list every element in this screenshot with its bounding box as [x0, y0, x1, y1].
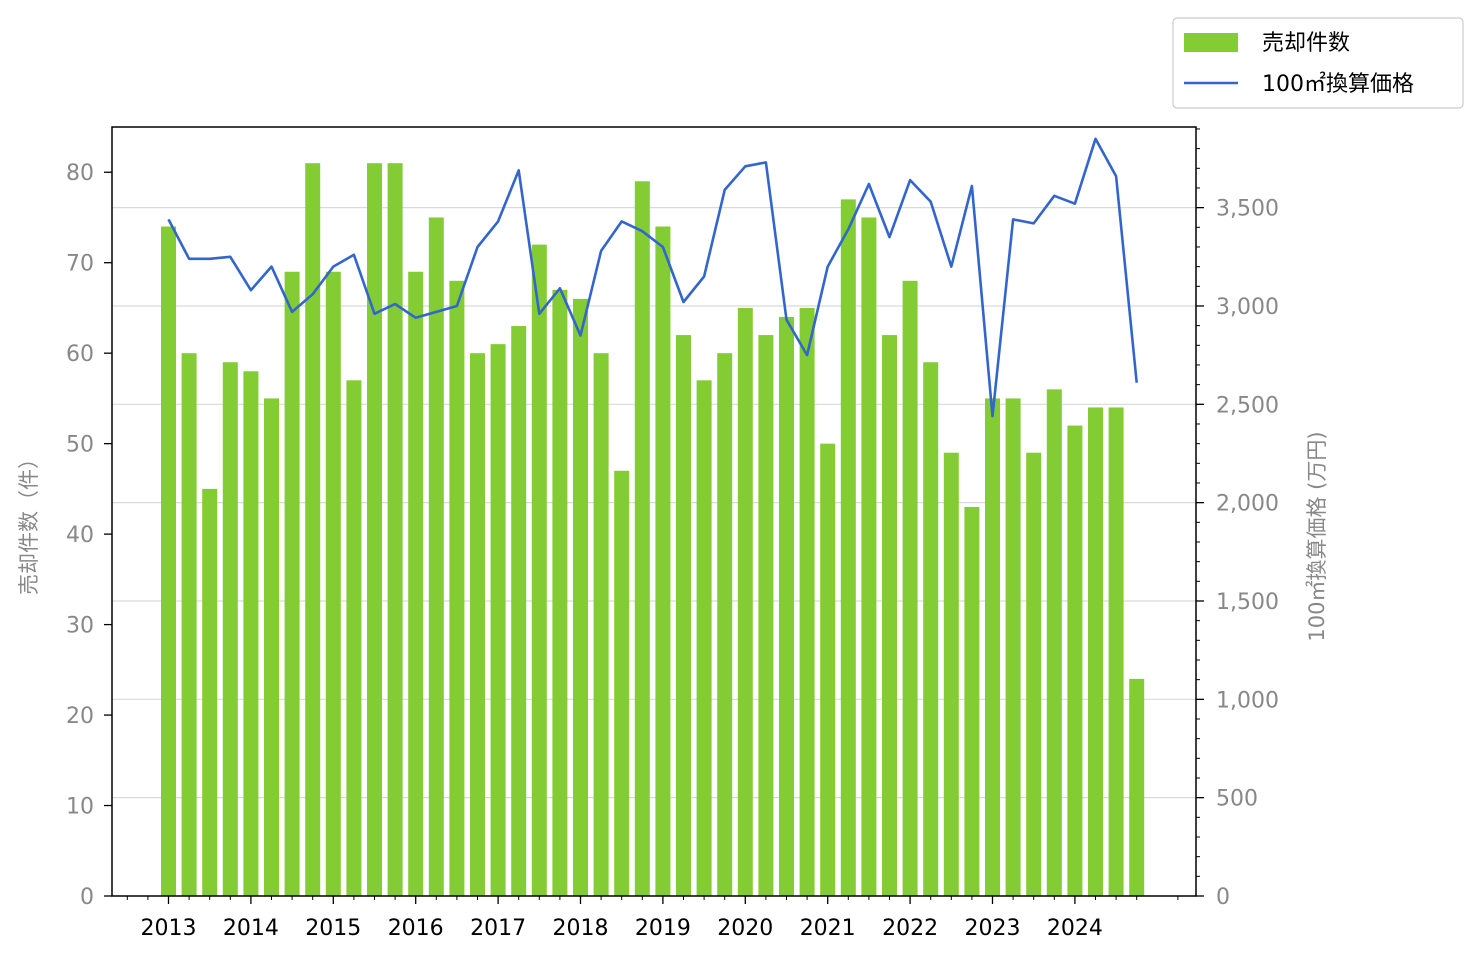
y-right-tick-label: 1,500: [1216, 590, 1279, 615]
x-tick-label: 2023: [965, 916, 1021, 941]
bar: [861, 217, 877, 896]
bar: [717, 353, 733, 896]
bar: [552, 289, 568, 896]
y-right-tick-label: 2,000: [1216, 492, 1279, 517]
bar: [1088, 407, 1103, 896]
x-axis: 2013 2014 2015 2016 2017 2018 2019 2020 2021 2022…: [126, 896, 1179, 941]
bar: [779, 316, 794, 896]
x-tick-label: 2017: [470, 916, 526, 941]
bar: [882, 335, 897, 896]
x-tick-label: 2021: [800, 916, 856, 941]
bar: [428, 217, 444, 896]
bar: [655, 226, 671, 897]
x-tick-label: 2016: [388, 916, 444, 941]
bar: [593, 353, 609, 896]
y-axis-right-title: 100㎡換算価格 (万円): [1305, 431, 1329, 641]
plot-frame: [111, 126, 1197, 897]
bar: [902, 280, 918, 896]
bar: [305, 163, 321, 896]
bar: [367, 163, 382, 896]
bar: [490, 344, 506, 897]
y-axis-left: 0 10 20 30 40 50 60 70 80: [66, 161, 112, 910]
y-left-tick-label: 0: [80, 885, 94, 910]
x-tick-label: 2018: [553, 916, 609, 941]
legend-bar-label: 売却件数: [1262, 31, 1350, 56]
bar: [470, 353, 485, 896]
bar: [737, 307, 753, 896]
bar: [634, 181, 650, 896]
y-right-tick-label: 3,000: [1216, 295, 1279, 320]
legend-line-label: 100㎡換算価格: [1262, 71, 1414, 97]
bar: [614, 470, 630, 896]
bar: [799, 307, 815, 896]
bar: [387, 163, 403, 896]
y-left-tick-label: 20: [66, 704, 94, 729]
bar: [676, 335, 691, 896]
y-left-tick-label: 70: [66, 252, 94, 277]
y-left-tick-label: 80: [66, 161, 94, 186]
bar: [985, 398, 1000, 896]
y-axis-left-title: 売却件数（件）: [17, 448, 41, 595]
legend-box: [1172, 17, 1464, 109]
legend-bar-swatch: [1184, 33, 1238, 52]
bar: [840, 199, 856, 896]
bar: [325, 271, 341, 896]
bar: [284, 271, 300, 896]
y-left-tick-label: 10: [66, 795, 94, 820]
legend: 売却件数 100㎡換算価格: [1172, 17, 1464, 109]
bar: [1067, 425, 1083, 896]
price-line: [167, 137, 1138, 418]
bar: [696, 380, 712, 897]
bar: [1026, 452, 1042, 896]
bar: [346, 380, 362, 897]
x-tick-label: 2020: [717, 916, 773, 941]
bar: [511, 326, 527, 897]
bar-series: [161, 163, 1145, 897]
bar: [1129, 678, 1145, 896]
x-tick-label: 2013: [141, 916, 197, 941]
bar: [449, 280, 465, 896]
x-tick-label: 2022: [882, 916, 938, 941]
bar: [202, 488, 218, 896]
y-right-tick-label: 2,500: [1216, 393, 1279, 418]
y-axis-right: 0 500 1,000 1,500 2,000 2,500 3,000 3,500: [1196, 128, 1279, 910]
bar: [161, 226, 176, 897]
bar: [243, 371, 259, 896]
line-series: [167, 137, 1138, 418]
bar: [408, 271, 424, 896]
bar: [531, 244, 547, 897]
y-right-tick-label: 3,500: [1216, 197, 1279, 222]
y-right-tick-label: 500: [1216, 787, 1258, 812]
bar: [758, 335, 774, 896]
y-right-tick-label: 0: [1216, 885, 1230, 910]
bar: [573, 298, 588, 896]
bar: [181, 353, 197, 896]
bar: [923, 362, 939, 897]
bar: [222, 362, 238, 897]
bar: [1108, 407, 1124, 896]
y-left-tick-label: 60: [66, 342, 94, 367]
x-tick-label: 2014: [223, 916, 279, 941]
bar: [1005, 398, 1021, 896]
bar: [264, 398, 279, 896]
x-tick-label: 2024: [1047, 916, 1103, 941]
bar: [820, 443, 836, 896]
y-left-tick-label: 50: [66, 433, 94, 458]
y-left-tick-label: 40: [66, 523, 94, 548]
bar: [1046, 389, 1062, 896]
bar: [964, 506, 980, 896]
y-right-tick-label: 1,000: [1216, 688, 1279, 713]
bar: [943, 452, 959, 896]
x-tick-label: 2019: [635, 916, 691, 941]
x-tick-label: 2015: [305, 916, 361, 941]
y-left-tick-label: 30: [66, 614, 94, 639]
